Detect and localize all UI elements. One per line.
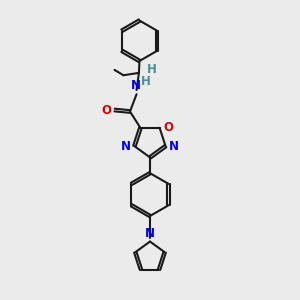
Text: N: N xyxy=(169,140,179,153)
Text: N: N xyxy=(145,227,155,240)
Text: H: H xyxy=(141,75,151,88)
Text: H: H xyxy=(147,63,157,76)
Text: O: O xyxy=(102,103,112,116)
Text: N: N xyxy=(121,140,131,153)
Text: N: N xyxy=(131,79,141,92)
Text: O: O xyxy=(163,121,173,134)
